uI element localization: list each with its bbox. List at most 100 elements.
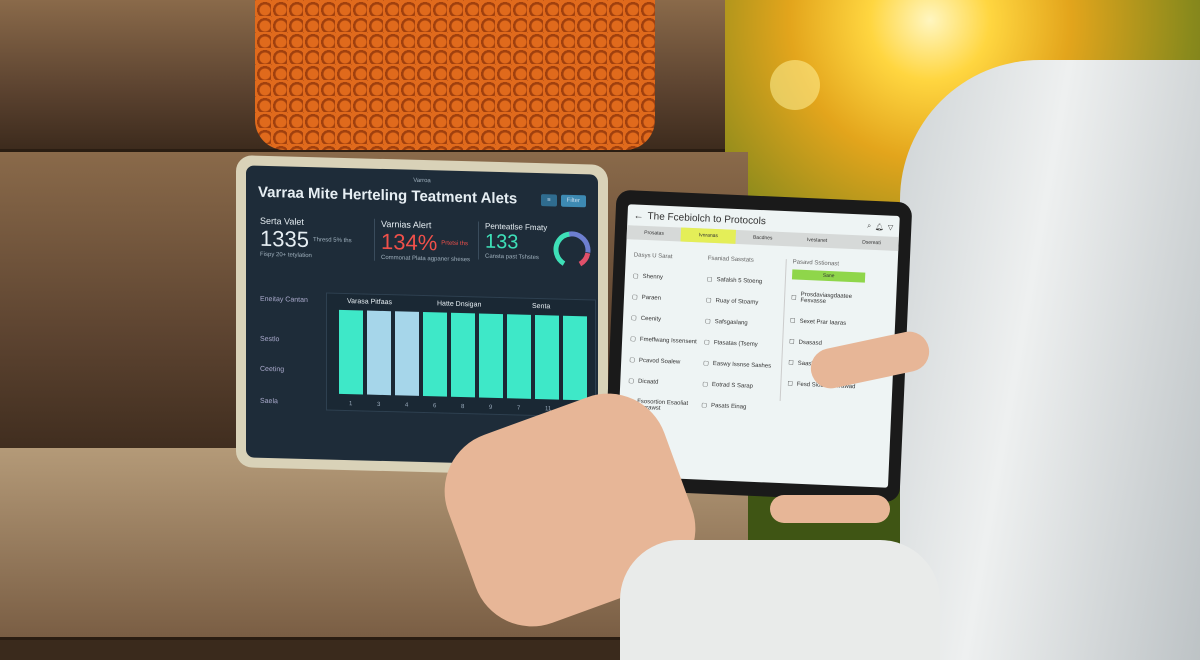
varroa-dashboard: Varroa Varraa Mite Herteling Teatment Al… xyxy=(246,165,598,467)
left-tablet: Varroa Varraa Mite Herteling Teatment Al… xyxy=(236,155,608,477)
checkbox-icon[interactable]: ☐ xyxy=(788,360,794,367)
protocol-label: Safsgaslang xyxy=(714,318,748,327)
bar xyxy=(451,312,475,398)
protocol-item[interactable]: ▢ Ceenity xyxy=(631,314,701,324)
x-tick-label: 7 xyxy=(517,405,521,412)
column-2: Fsaniad Sasstats ▢ Safalsh 5 Stoeng ▢ Ruay o… xyxy=(701,256,778,426)
checkbox-icon[interactable]: ☐ xyxy=(789,339,795,346)
document-icon: ▢ xyxy=(632,273,639,280)
right-hand xyxy=(770,495,890,523)
document-icon: ▢ xyxy=(701,402,708,409)
tab[interactable]: Prosatas xyxy=(644,229,664,237)
beekeeper xyxy=(900,60,1200,660)
bar-chart: Varasa Pitfaas Hatte Dnsigan Senta 1 3 4 6 8… xyxy=(326,292,596,418)
bar xyxy=(535,314,559,400)
kpi-note: Cansta past Tshstes xyxy=(485,253,539,262)
document-icon: ▢ xyxy=(628,378,635,385)
document-icon: ▢ xyxy=(703,339,710,346)
column-header: Pasavd Sstionast xyxy=(792,259,840,268)
bar xyxy=(339,309,363,395)
protocol-label: Pcavod Soalew xyxy=(638,357,681,366)
protocol-item[interactable]: ▢ Safalsh 5 Stoeng xyxy=(707,276,777,286)
protocol-item[interactable]: ▢ Ruay of Stoamy xyxy=(706,297,776,307)
protocol-label: Ruay of Stoamy xyxy=(715,297,759,306)
protocol-item[interactable]: ▢ Shenny xyxy=(633,272,703,282)
document-icon: ▢ xyxy=(630,336,636,343)
protocol-label: Fmeffwang Issensent xyxy=(639,336,697,345)
save-button[interactable]: Sane xyxy=(791,269,866,283)
menu-button[interactable]: ≡ xyxy=(541,193,557,207)
bar xyxy=(423,312,447,397)
document-icon: ▢ xyxy=(631,294,638,301)
bokeh xyxy=(770,60,820,110)
x-tick-label: 9 xyxy=(489,404,493,411)
tab[interactable]: Ivestanet xyxy=(806,237,828,244)
bar xyxy=(507,314,531,399)
chart-group-label: Varasa Pitfaas xyxy=(347,298,393,307)
side-label[interactable]: Saela xyxy=(260,397,278,406)
document-icon: ▢ xyxy=(629,357,636,364)
kpi-unit: Thresd 5% ths xyxy=(312,237,352,245)
protocol-label: Sexet Prar Iaaras xyxy=(799,318,847,327)
protocol-item[interactable]: ▢ Dicaatd xyxy=(628,377,698,387)
protocol-item[interactable]: ☐ Prosdaviasgdaatee Fesvasse xyxy=(791,291,864,306)
protocol-item[interactable]: ▢ Pcavod Soalew xyxy=(629,356,699,366)
kpi-card: Varnias Alert 134% Prtetsi ths Commonat P… xyxy=(374,218,471,264)
bar xyxy=(563,315,587,401)
x-tick-label: 1 xyxy=(349,401,353,408)
x-tick-label: 3 xyxy=(377,401,381,408)
protocol-label: Shenny xyxy=(642,273,664,281)
protocol-label: Paraen xyxy=(641,294,662,302)
search-icon[interactable]: ⌕ xyxy=(866,222,872,230)
side-label[interactable]: Ceeting xyxy=(260,365,285,374)
screen-title: The Fcebiolch to Protocols xyxy=(647,211,767,228)
side-label[interactable]: Sestlo xyxy=(260,335,280,344)
protocol-label: Pasats Einag xyxy=(710,402,747,411)
kpi-card: Penteatlse Fmaty 133 Cansta past Tshstes xyxy=(478,221,548,262)
protocol-item[interactable]: ☐ Sexet Prar Iaaras xyxy=(790,317,863,327)
checkbox-icon[interactable]: ☐ xyxy=(787,381,793,388)
protocol-label: Prosdaviasgdaatee Fesvasse xyxy=(800,291,853,305)
protocol-item[interactable]: ▢ Fmeffwang Issensent xyxy=(630,335,700,345)
protocol-label: Ftasatas (Tsemy xyxy=(713,339,758,348)
bell-icon[interactable]: 🔔︎ xyxy=(874,223,885,231)
back-arrow-icon[interactable]: ← xyxy=(633,210,644,222)
tab[interactable]: Bacdnes xyxy=(752,234,773,242)
x-tick-label: 6 xyxy=(433,403,437,410)
tab-active[interactable]: Ivnranas xyxy=(680,227,736,244)
kpi-card: Serta Valet 1335 Thresd 5% ths Fispy 20+ … xyxy=(260,216,352,260)
protocol-item[interactable]: ▢ Paraen xyxy=(632,293,702,303)
document-icon: ▢ xyxy=(630,315,637,322)
protocol-label: Dicaatd xyxy=(637,378,659,386)
honeycomb-frame xyxy=(255,0,655,150)
document-icon: ▢ xyxy=(702,381,709,388)
protocol-label: Safalsh 5 Stoeng xyxy=(716,276,763,285)
protocol-item[interactable]: ▢ Safsgaslang xyxy=(705,318,775,328)
checkbox-icon[interactable]: ☐ xyxy=(789,318,796,325)
x-tick-label: 4 xyxy=(405,402,409,409)
kpi-value: 134% xyxy=(381,228,438,256)
protocol-label: Easwy Issnse Sashes xyxy=(712,360,772,370)
filter-button[interactable]: Filter xyxy=(560,194,586,207)
side-label[interactable]: Eneitay Cantan xyxy=(260,295,308,305)
document-icon: ▢ xyxy=(704,318,711,325)
protocol-item[interactable]: ▢ Ftasatas (Tsemy xyxy=(704,339,774,349)
protocol-label: Eotrad S Sarap xyxy=(711,381,754,390)
bar xyxy=(479,313,503,399)
tab[interactable]: Dsereati xyxy=(862,239,881,247)
document-icon: ▢ xyxy=(703,360,709,367)
kpi-value: 1335 xyxy=(260,225,309,253)
protocol-label: Ceenity xyxy=(640,315,662,323)
kpi-note: Commonat Plata agpaner sheses xyxy=(381,254,471,264)
gauge-chart xyxy=(553,231,591,269)
protocol-item[interactable]: ▢ Pasats Einag xyxy=(701,402,771,412)
chart-group-label: Senta xyxy=(532,302,551,311)
protocol-item[interactable]: ▢ Easwy Issnse Sashes xyxy=(703,360,773,370)
kpi-unit: Prtetsi ths xyxy=(441,240,468,248)
filter-icon[interactable]: ▽ xyxy=(887,224,894,232)
shirt-sleeve xyxy=(620,540,940,660)
protocol-item[interactable]: ▢ Eotrad S Sarap xyxy=(702,381,772,391)
kpi-value: 133 xyxy=(485,230,519,254)
checkbox-icon[interactable]: ☐ xyxy=(790,294,797,302)
x-tick-label: 8 xyxy=(461,404,465,411)
